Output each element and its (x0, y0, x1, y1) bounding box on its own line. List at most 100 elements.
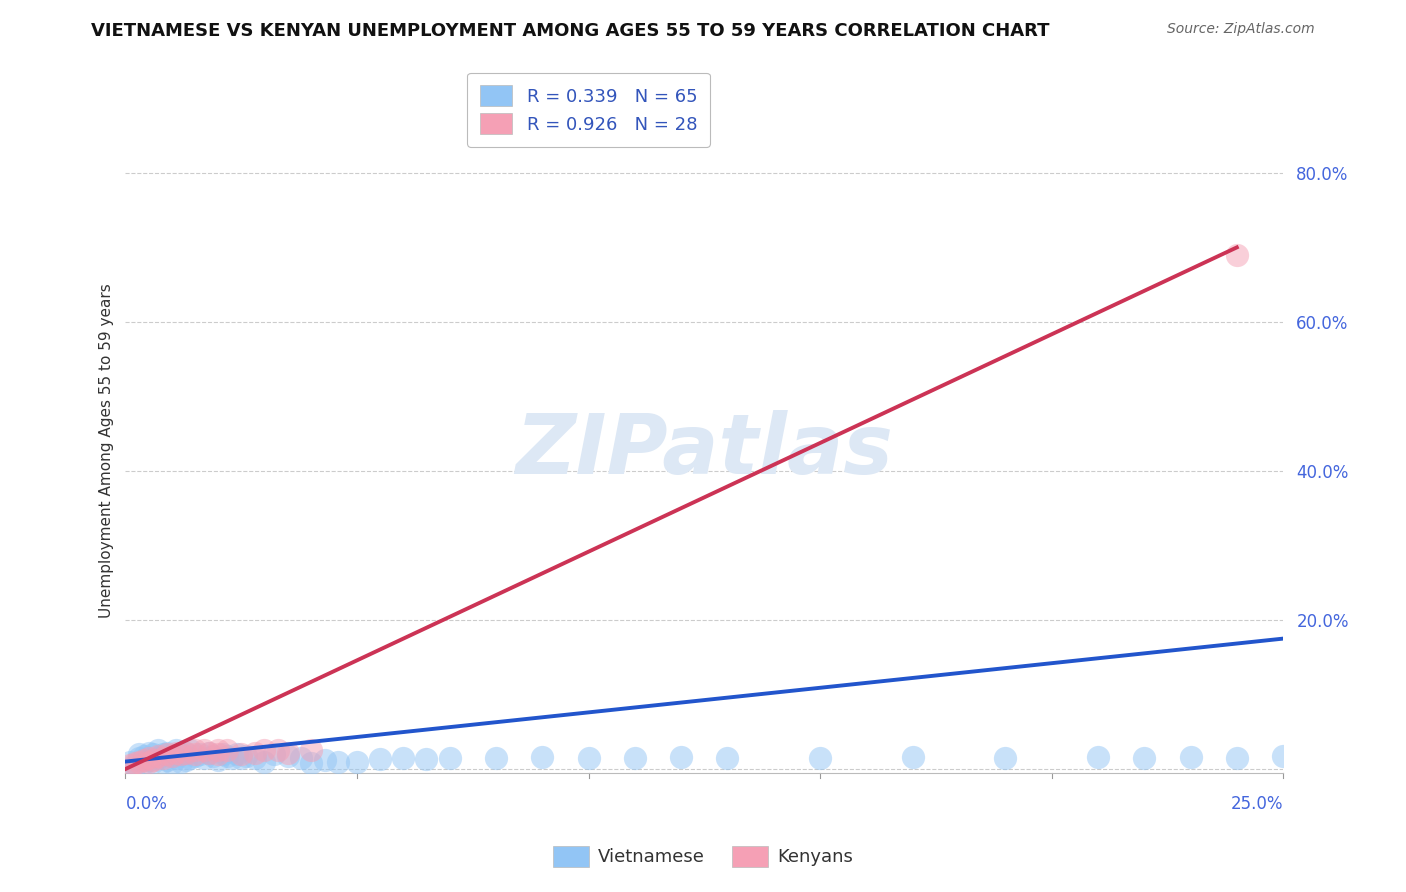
Point (1226, 751, 1249, 765)
Point (207, 743, 229, 757)
Point (138, 753, 160, 767)
Point (198, 746, 221, 760)
Point (132, 756, 155, 770)
Point (225, 747, 247, 761)
Point (184, 748, 207, 763)
Point (128, 751, 150, 765)
Point (170, 747, 193, 761)
Point (231, 751, 253, 765)
Point (193, 743, 215, 757)
Text: 25.0%: 25.0% (1230, 795, 1284, 814)
Point (669, 750, 692, 764)
Point (120, 758, 142, 772)
Point (485, 751, 508, 765)
Point (120, 755, 142, 769)
Legend: R = 0.339   N = 65, R = 0.926   N = 28: R = 0.339 N = 65, R = 0.926 N = 28 (467, 73, 710, 147)
Text: 0.0%: 0.0% (125, 795, 167, 814)
Point (146, 748, 169, 763)
Point (368, 752, 391, 766)
Point (165, 743, 187, 757)
Point (1226, 248, 1249, 262)
Point (624, 751, 647, 765)
Point (142, 755, 165, 769)
Point (174, 746, 197, 760)
Point (808, 751, 831, 765)
Point (165, 751, 187, 765)
Point (202, 748, 225, 763)
Point (165, 746, 187, 760)
Point (174, 753, 197, 767)
Point (188, 747, 211, 761)
Point (1087, 750, 1109, 764)
Point (716, 751, 738, 765)
Point (1272, 749, 1295, 764)
Point (415, 752, 437, 766)
Point (179, 743, 201, 757)
Point (193, 751, 215, 765)
Point (124, 758, 146, 772)
Point (156, 753, 179, 767)
Point (138, 746, 160, 760)
Legend: Vietnamese, Kenyans: Vietnamese, Kenyans (546, 838, 860, 874)
Point (156, 746, 179, 760)
Text: Source: ZipAtlas.com: Source: ZipAtlas.com (1167, 22, 1315, 37)
Point (1133, 751, 1156, 765)
Point (170, 747, 193, 761)
Point (132, 753, 155, 767)
Point (901, 750, 924, 764)
Y-axis label: Unemployment Among Ages 55 to 59 years: Unemployment Among Ages 55 to 59 years (100, 283, 114, 618)
Point (138, 751, 160, 765)
Point (346, 755, 368, 769)
Point (184, 743, 207, 757)
Point (243, 751, 266, 765)
Text: VIETNAMESE VS KENYAN UNEMPLOYMENT AMONG AGES 55 TO 59 YEARS CORRELATION CHART: VIETNAMESE VS KENYAN UNEMPLOYMENT AMONG … (91, 22, 1050, 40)
Point (207, 753, 229, 767)
Point (160, 748, 183, 763)
Point (531, 750, 554, 764)
Point (299, 756, 322, 770)
Point (211, 747, 233, 761)
Point (994, 751, 1017, 765)
Text: ZIPatlas: ZIPatlas (516, 410, 893, 491)
Point (152, 755, 174, 769)
Point (152, 747, 174, 761)
Point (170, 755, 193, 769)
Point (221, 751, 243, 765)
Point (439, 751, 461, 765)
Point (132, 748, 155, 763)
Point (156, 747, 179, 761)
Point (160, 756, 183, 770)
Point (1180, 750, 1202, 764)
Point (160, 748, 183, 763)
Point (207, 747, 229, 761)
Point (277, 748, 299, 763)
Point (299, 743, 322, 757)
Point (198, 746, 221, 760)
Point (235, 748, 257, 763)
Point (277, 746, 299, 760)
Point (243, 746, 266, 760)
Point (217, 748, 239, 763)
Point (128, 755, 150, 769)
Point (142, 753, 165, 767)
Point (253, 755, 276, 769)
Point (231, 747, 253, 761)
Point (146, 751, 169, 765)
Point (328, 755, 350, 769)
Point (253, 743, 276, 757)
Point (152, 751, 174, 765)
Point (392, 751, 415, 765)
Point (174, 746, 197, 760)
Point (146, 743, 169, 757)
Point (138, 755, 160, 769)
Point (128, 747, 150, 761)
Point (217, 743, 239, 757)
Point (263, 747, 285, 761)
Point (179, 751, 201, 765)
Point (267, 743, 290, 757)
Point (142, 747, 165, 761)
Point (290, 751, 312, 765)
Point (124, 756, 146, 770)
Point (578, 751, 600, 765)
Point (314, 753, 336, 767)
